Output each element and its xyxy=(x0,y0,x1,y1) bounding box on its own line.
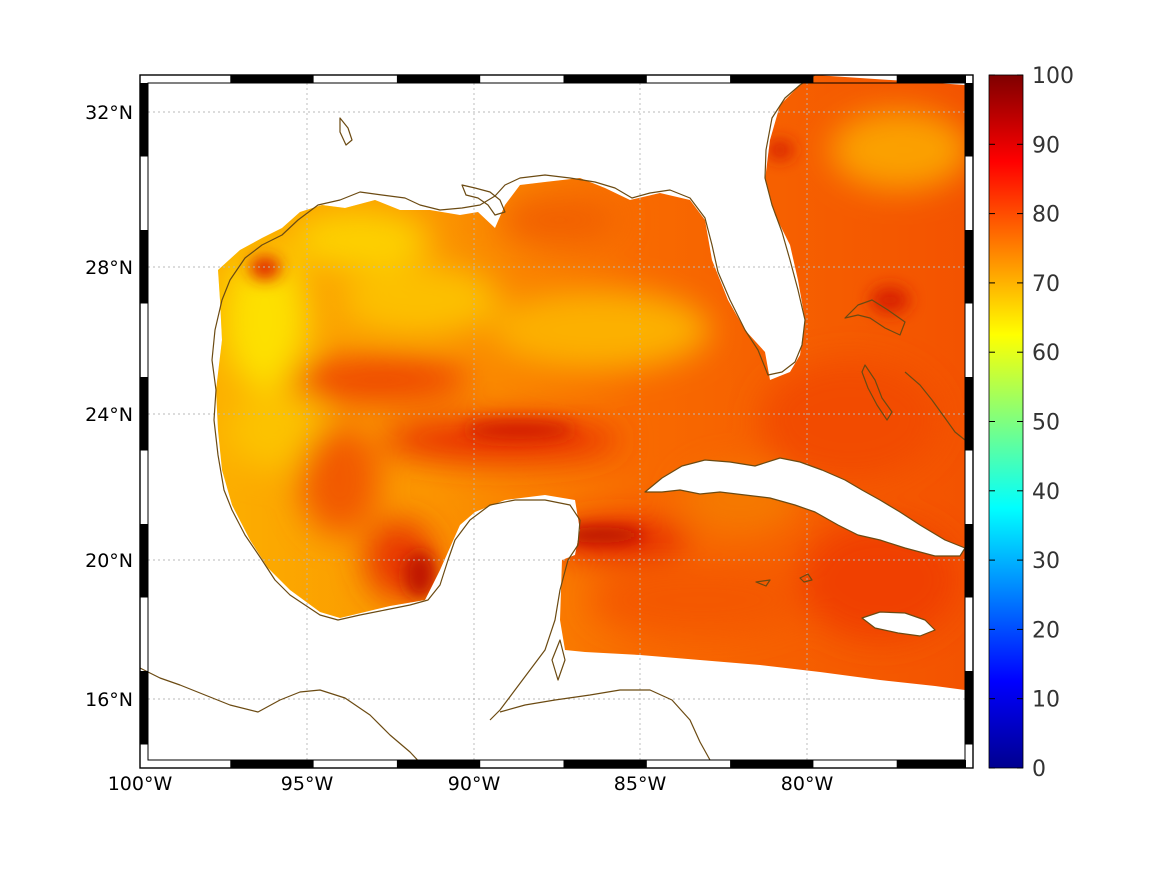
frame-segment xyxy=(965,524,973,598)
colorbar-tick-label: 60 xyxy=(1032,341,1060,366)
cayman xyxy=(799,573,813,583)
cuba-isle xyxy=(755,579,771,587)
colorbar-tick-label: 80 xyxy=(1032,203,1060,228)
lon-label-90w: 90°W xyxy=(448,773,501,795)
colorbar-tick-label: 10 xyxy=(1032,688,1060,713)
lat-label-32n: 32°N xyxy=(85,102,133,124)
lon-label-95w: 95°W xyxy=(281,773,334,795)
small-islands-west xyxy=(339,117,353,146)
frame-segment xyxy=(396,760,481,768)
colorbar-tick-label: 0 xyxy=(1032,757,1046,782)
graticule xyxy=(148,83,965,760)
lat-tick-labels: 32°N 28°N 24°N 20°N 16°N xyxy=(85,102,133,711)
map-frame xyxy=(139,74,974,769)
lat-label-24n: 24°N xyxy=(85,404,133,426)
frame-segment xyxy=(965,83,973,157)
frame-segment xyxy=(896,760,966,768)
lat-label-16n: 16°N xyxy=(85,689,133,711)
colorbar-tick-label: 100 xyxy=(1032,64,1074,89)
jamaica xyxy=(861,611,936,637)
louisiana-delta xyxy=(461,184,506,216)
frame-segment xyxy=(730,75,814,83)
colorbar-tick-label: 20 xyxy=(1032,618,1060,643)
lon-label-80w: 80°W xyxy=(781,773,834,795)
frame-segment xyxy=(396,75,481,83)
yucatan-east xyxy=(489,519,581,721)
gulf-coast-west xyxy=(213,389,581,621)
colorbar-tick-label: 90 xyxy=(1032,133,1060,158)
lat-label-28n: 28°N xyxy=(85,257,133,279)
gulf-coast-north xyxy=(211,74,816,391)
frame-segment xyxy=(563,75,647,83)
frame-segment xyxy=(563,760,647,768)
frame-segment xyxy=(730,760,814,768)
frame-segment xyxy=(140,524,148,598)
frame-segment xyxy=(965,377,973,451)
frame-segment xyxy=(140,83,148,157)
central-america xyxy=(139,667,426,769)
frame-segment xyxy=(230,75,314,83)
colorbar-tick-label: 70 xyxy=(1032,272,1060,297)
frame-segment xyxy=(230,760,314,768)
frame-segment xyxy=(140,230,148,304)
colorbar-tick-label: 30 xyxy=(1032,549,1060,574)
bahamas-north xyxy=(844,299,906,336)
lat-label-20n: 20°N xyxy=(85,550,133,572)
lon-label-100w: 100°W xyxy=(108,773,173,795)
frame-segment xyxy=(896,75,966,83)
colorbar-tick-label: 40 xyxy=(1032,480,1060,505)
frame-segment xyxy=(140,377,148,451)
lon-label-85w: 85°W xyxy=(614,773,667,795)
bahamas-east xyxy=(904,371,966,441)
belize-cays xyxy=(551,639,566,681)
bahamas-central xyxy=(861,364,893,421)
frame-segment xyxy=(140,671,148,745)
colorbar-tick-label: 50 xyxy=(1032,411,1060,436)
frame-segment xyxy=(965,671,973,745)
lon-tick-labels: 100°W 95°W 90°W 85°W 80°W xyxy=(108,773,834,795)
field-layer xyxy=(216,75,965,690)
honduras-coast xyxy=(499,689,711,761)
frame-segment xyxy=(965,230,973,304)
